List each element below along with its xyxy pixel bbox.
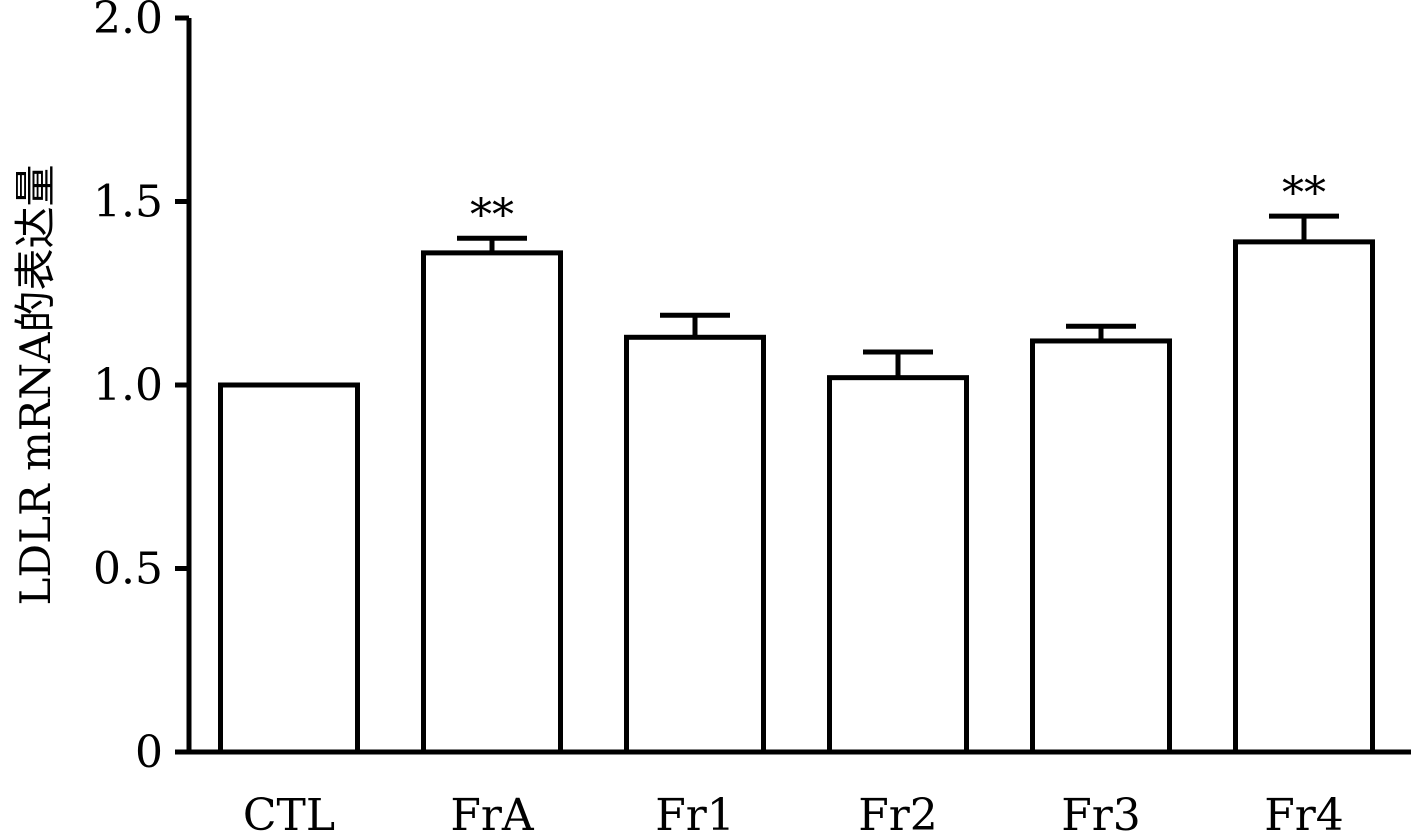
bar-fr4: [1233, 239, 1375, 755]
bar-ctl: [218, 382, 360, 755]
bar-fr2: [827, 375, 969, 755]
axes: [186, 18, 1411, 755]
y-tick-label: 0: [135, 727, 163, 778]
x-tick-label-fr4: Fr4: [1264, 790, 1344, 832]
x-tick-label-ctl: CTL: [243, 790, 335, 832]
significance-fr4: **: [1282, 168, 1326, 219]
bars: ** **: [218, 168, 1375, 755]
x-tick-label-fr3: Fr3: [1061, 790, 1141, 832]
y-tick-label: 2.0: [93, 0, 163, 44]
significance-fra: **: [470, 190, 514, 241]
bar-fr1: [624, 334, 766, 755]
y-tick-label: 0.5: [93, 544, 163, 595]
x-tick-labels: CTL FrA Fr1 Fr2 Fr3 Fr4: [243, 790, 1344, 832]
y-tick-label: 1.0: [93, 360, 163, 411]
x-tick-label-fra: FrA: [450, 790, 535, 832]
x-tick-label-fr2: Fr2: [858, 790, 938, 832]
y-axis-label: LDLR mRNA的表达量: [11, 165, 60, 606]
bar-fr3: [1030, 338, 1172, 755]
y-tick-label: 1.5: [93, 177, 163, 228]
y-ticks: 0 0.5 1.0 1.5 2.0: [93, 0, 189, 778]
bar-fra: [421, 250, 563, 755]
x-tick-label-fr1: Fr1: [655, 790, 735, 832]
